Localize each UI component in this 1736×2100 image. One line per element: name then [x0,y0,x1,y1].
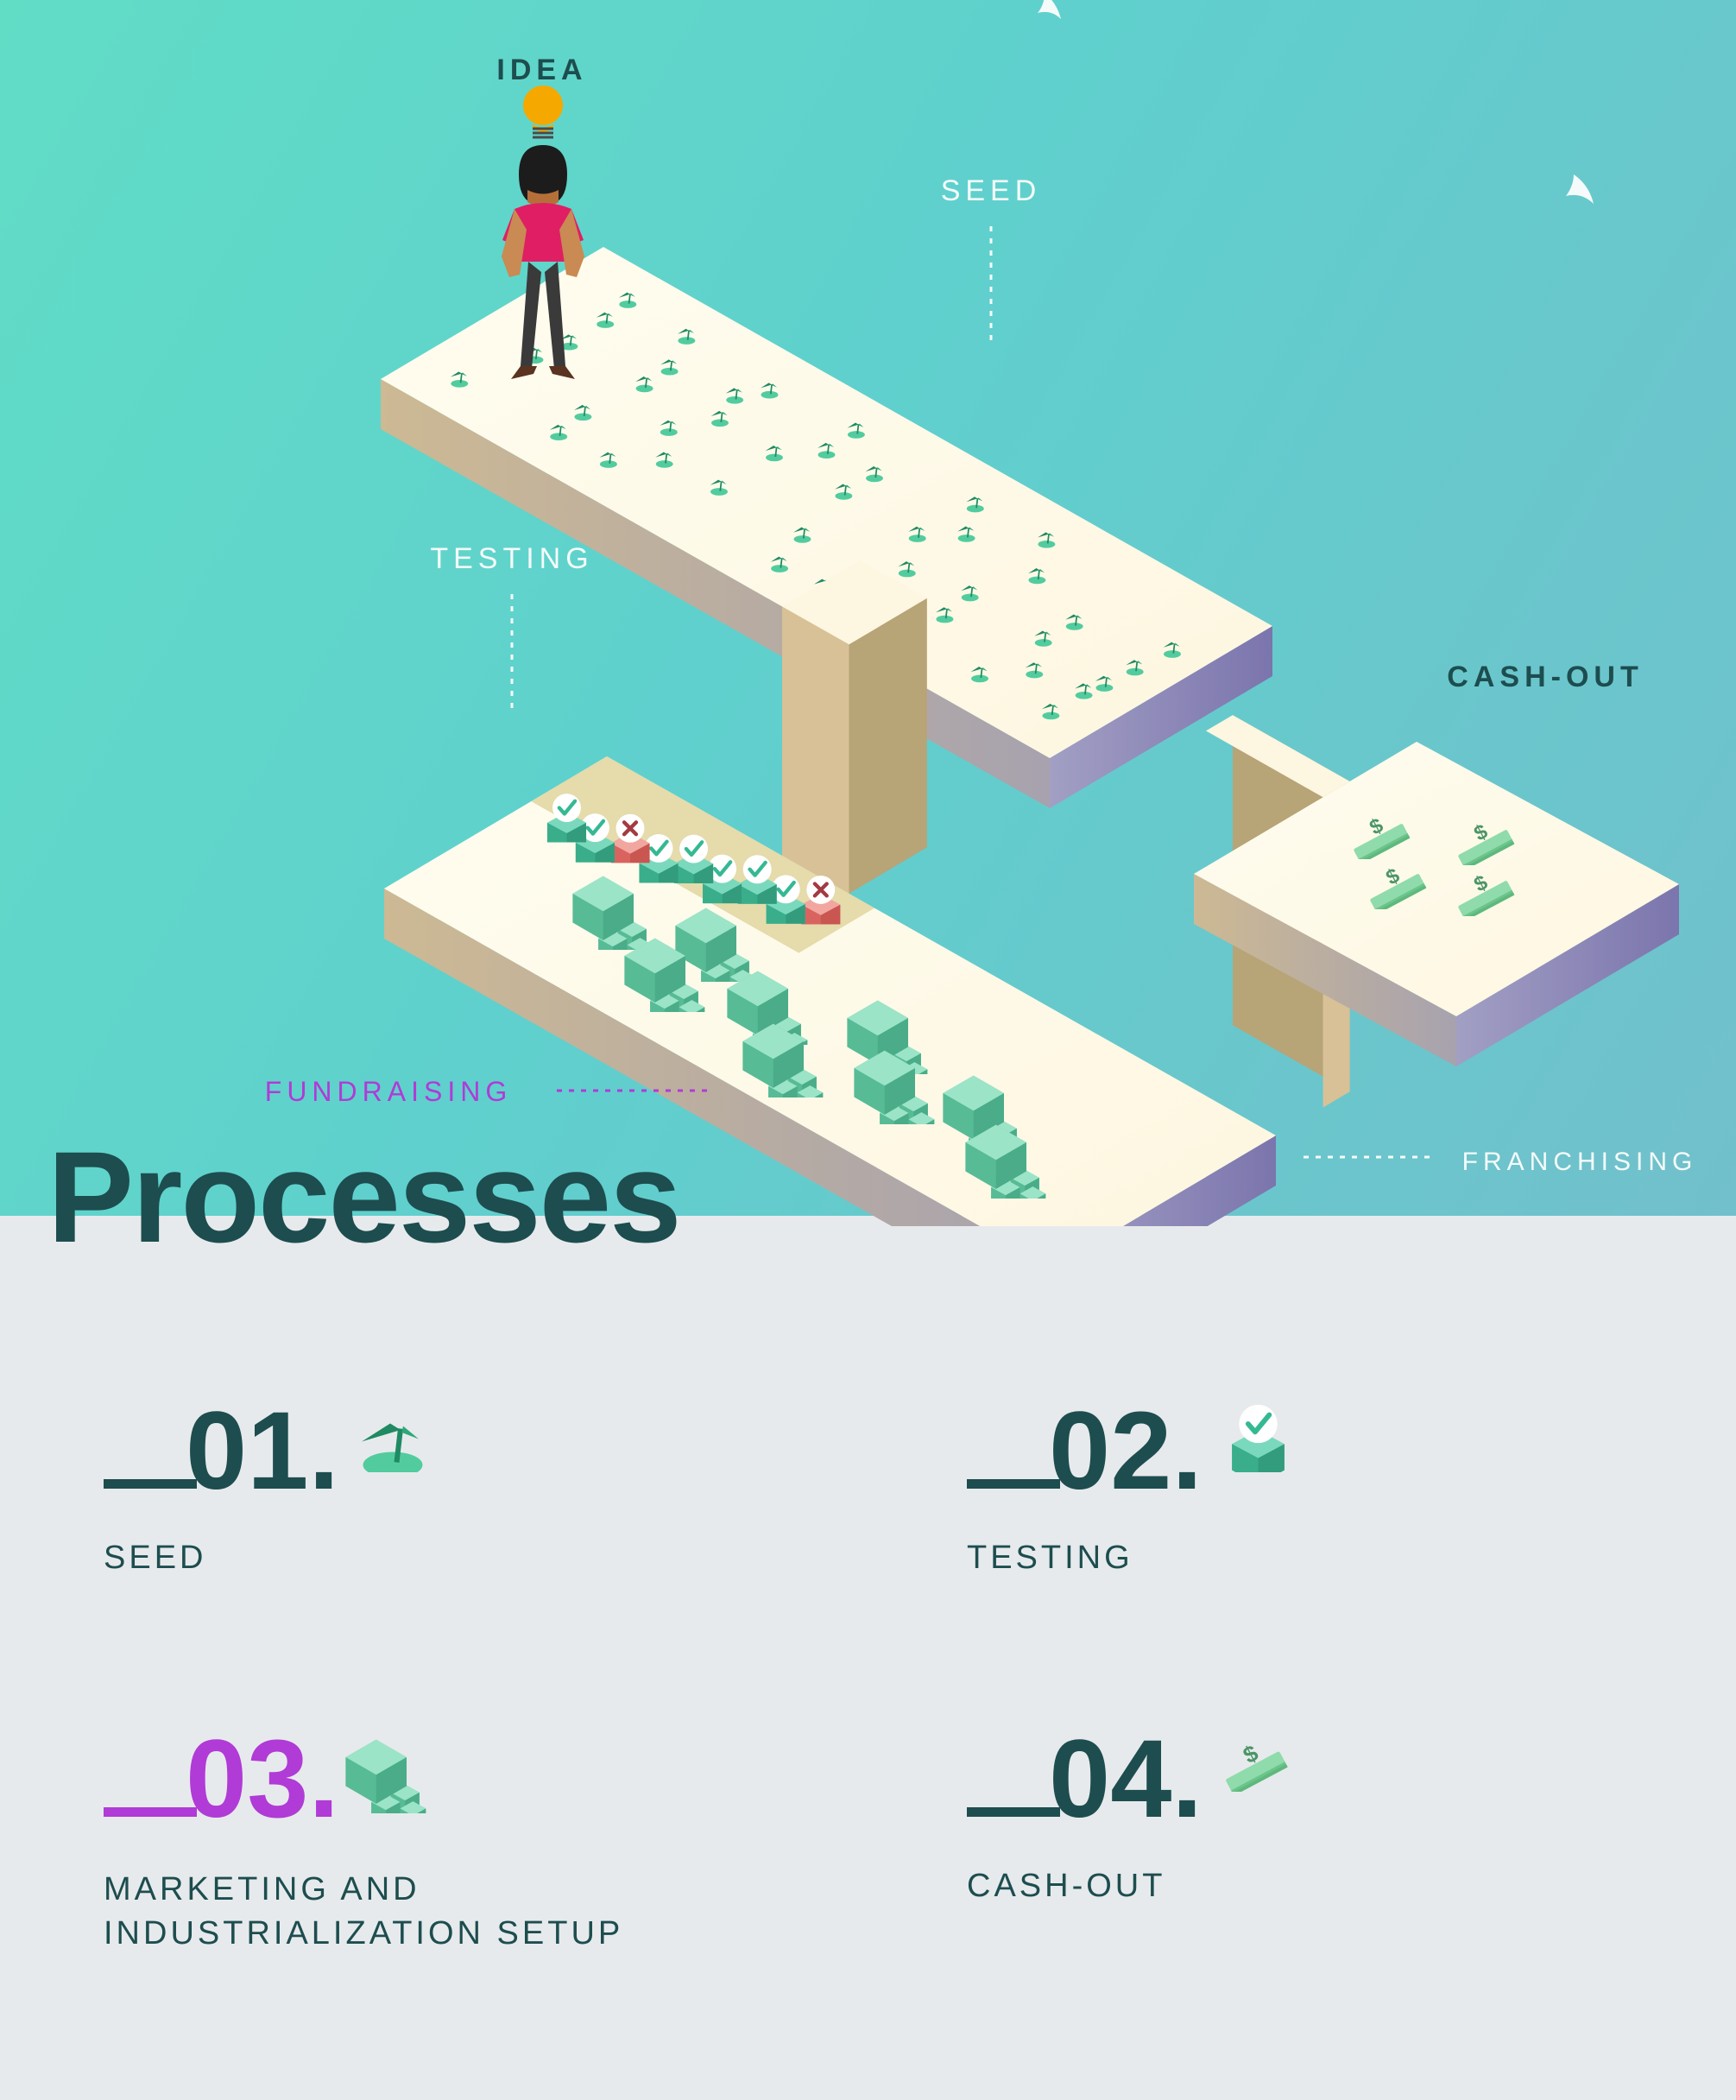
svg-text:TESTING: TESTING [430,542,593,575]
svg-text:CASH-OUT: CASH-OUT [1447,661,1643,693]
svg-text:IDEA: IDEA [496,54,587,86]
svg-text:$: $ [1239,1740,1262,1769]
svg-text:SEED: SEED [941,174,1042,207]
svg-text:FUNDRAISING: FUNDRAISING [265,1076,512,1107]
svg-text:FRANCHISING: FRANCHISING [1462,1148,1698,1176]
